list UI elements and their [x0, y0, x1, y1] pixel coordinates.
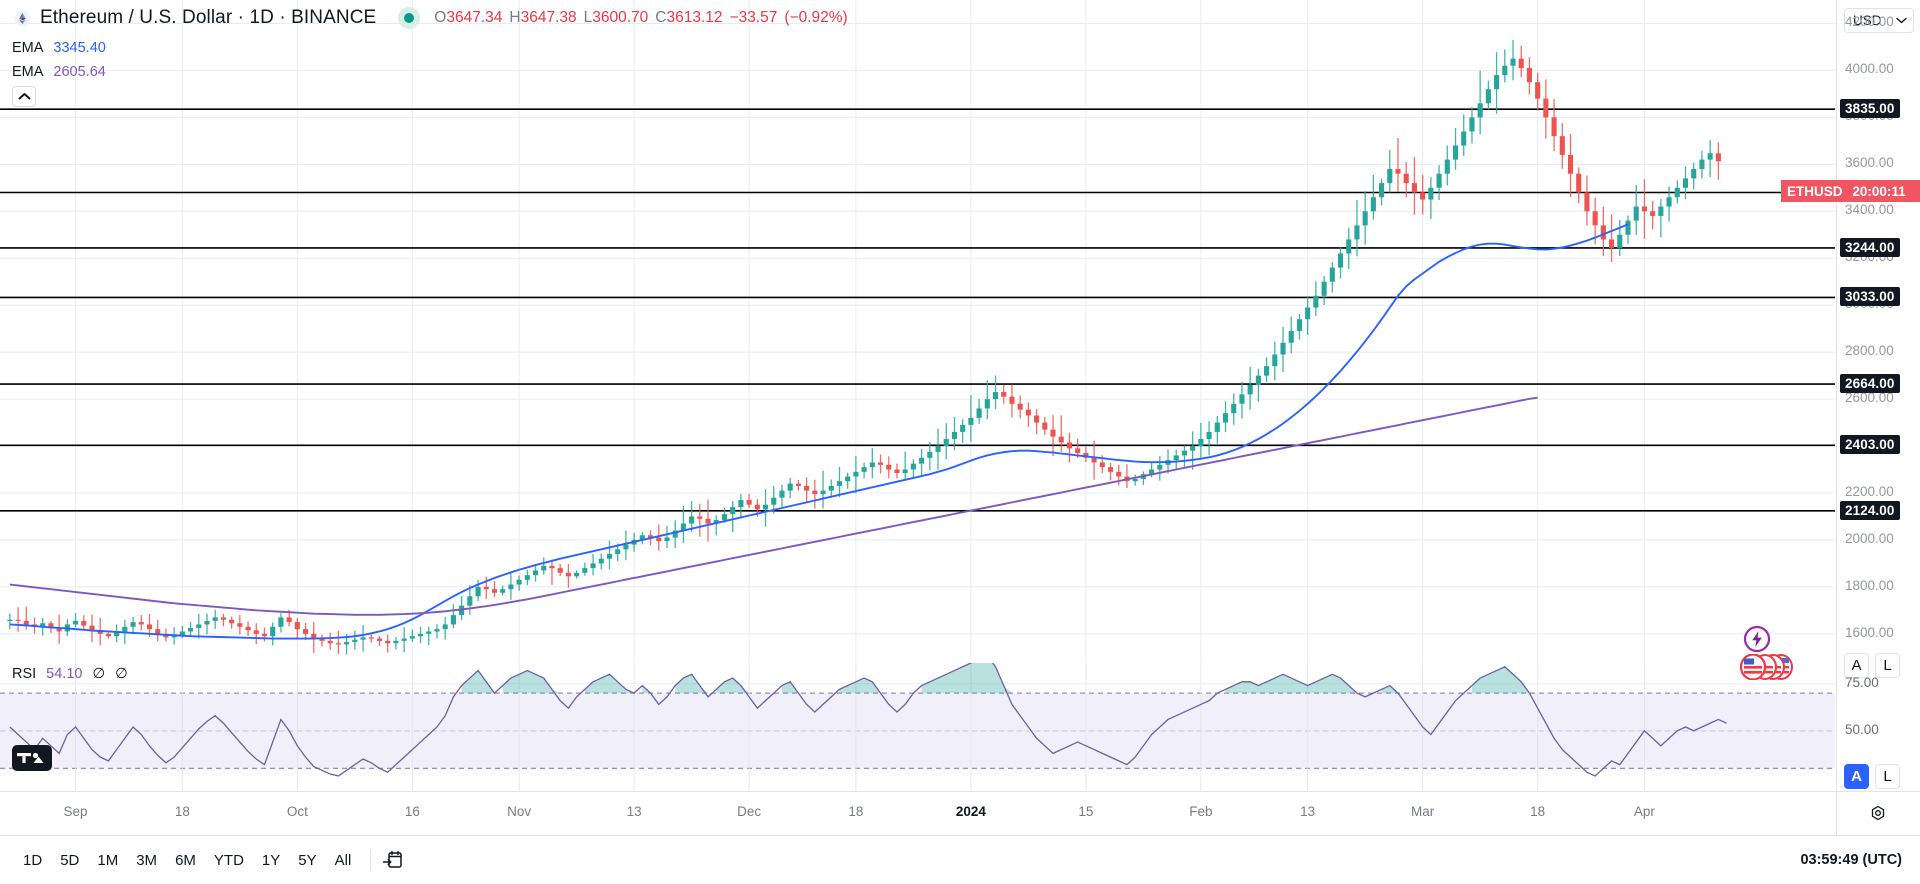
- range-button-ytd[interactable]: YTD: [213, 851, 244, 869]
- price-auto-scale-button[interactable]: A: [1844, 653, 1869, 678]
- rsi-tick-50: 50.00: [1845, 721, 1879, 737]
- tradingview-logo[interactable]: [12, 745, 52, 771]
- price-tick-1600: 1600.00: [1845, 624, 1894, 640]
- price-level-tag-3244.00[interactable]: 3244.00: [1840, 237, 1900, 257]
- price-level-tag-3033.00[interactable]: 3033.00: [1840, 287, 1900, 307]
- time-label-13: 13: [626, 804, 642, 819]
- live-symbol-tag[interactable]: ETHUSD: [1781, 180, 1849, 202]
- range-button-all[interactable]: All: [334, 851, 352, 869]
- calendar-goto-icon: [383, 850, 403, 868]
- lightning-bolt-icon: [1743, 625, 1771, 653]
- time-label-Feb: Feb: [1189, 804, 1213, 819]
- toolbar-divider: [370, 849, 372, 871]
- price-tick-2800: 2800.00: [1845, 343, 1894, 359]
- rsi-legend[interactable]: RSI 54.10 ∅ ∅: [0, 662, 138, 686]
- price-tick-3400: 3400.00: [1845, 202, 1894, 218]
- price-level-tag-2403.00[interactable]: 2403.00: [1840, 435, 1900, 455]
- price-level-tag-2124.00[interactable]: 2124.00: [1840, 500, 1900, 520]
- price-tick-3600: 3600.00: [1845, 155, 1894, 171]
- live-symbol-text: ETHUSD: [1787, 183, 1843, 199]
- live-countdown-text: 20:00:11: [1852, 183, 1906, 199]
- rsi-log-scale-button[interactable]: L: [1875, 764, 1900, 789]
- range-button-6m[interactable]: 6M: [175, 851, 196, 869]
- price-level-tag-3835.00[interactable]: 3835.00: [1840, 99, 1900, 119]
- time-label-13: 13: [1300, 804, 1316, 819]
- date-range-buttons: 1D 5D 1M 3M 6M YTD 1Y 5Y All: [0, 848, 360, 873]
- live-price-countdown-tag[interactable]: 20:00:11: [1837, 180, 1920, 202]
- price-tick-2000: 2000.00: [1845, 530, 1894, 546]
- rsi-auto-scale-button[interactable]: A: [1844, 764, 1869, 789]
- usd-coins-icon: [1739, 653, 1793, 681]
- price-tick-4200: 4200.00: [1845, 14, 1894, 30]
- price-tick-1800: 1800.00: [1845, 577, 1894, 593]
- chevron-up-icon: [18, 93, 30, 100]
- range-button-5d[interactable]: 5D: [60, 851, 80, 869]
- rsi-extra-1: ∅: [92, 666, 106, 682]
- range-button-1y[interactable]: 1Y: [261, 851, 281, 869]
- time-scale-divider: [1836, 792, 1837, 835]
- rsi-tick-75: 75.00: [1845, 674, 1879, 690]
- time-label-15: 15: [1078, 804, 1094, 819]
- time-scale[interactable]: Sep 18 Oct 16 Nov 13 Dec 18 2024 15 Feb 13 Mar 18 Apr: [0, 791, 1920, 835]
- lightning-badge[interactable]: [1743, 625, 1771, 658]
- price-level-tag-2664.00[interactable]: 2664.00: [1840, 374, 1900, 394]
- rsi-scale-mode-buttons: A L: [1844, 764, 1900, 789]
- time-label-Nov: Nov: [507, 804, 532, 819]
- price-tick-2200: 2200.00: [1845, 483, 1894, 499]
- bottom-toolbar: 1D 5D 1M 3M 6M YTD 1Y 5Y All 03:59:49 (UTC): [0, 835, 1920, 884]
- price-scale-mode-buttons: A L: [1844, 653, 1900, 678]
- usd-coins-badge[interactable]: [1737, 653, 1797, 685]
- time-label-Mar: Mar: [1411, 804, 1435, 819]
- rsi-extra-2: ∅: [115, 666, 128, 682]
- tradingview-logo-icon: [12, 745, 52, 771]
- time-label-18: 18: [174, 804, 190, 819]
- range-button-1m[interactable]: 1M: [97, 851, 119, 869]
- rsi-label: RSI: [12, 666, 37, 682]
- goto-date-button[interactable]: [381, 848, 405, 872]
- time-label-16: 16: [404, 804, 420, 819]
- rsi-pane[interactable]: [0, 663, 1835, 791]
- range-button-5y[interactable]: 5Y: [298, 851, 317, 869]
- price-chart-canvas: [0, 0, 1835, 662]
- currency-selector[interactable]: USD: [1844, 8, 1914, 33]
- currency-label: USD: [1853, 13, 1882, 28]
- main-price-pane[interactable]: [0, 0, 1835, 662]
- chevron-down-icon: [1896, 17, 1907, 24]
- gear-icon: [1871, 805, 1885, 821]
- time-label-Apr: Apr: [1633, 804, 1655, 819]
- time-label-18: 18: [848, 804, 864, 819]
- chart-settings-button[interactable]: [1867, 802, 1889, 824]
- price-tick-4000: 4000.00: [1845, 61, 1894, 77]
- time-label-Dec: Dec: [737, 804, 762, 819]
- collapse-legend-button[interactable]: [12, 86, 36, 107]
- time-label-Sep: Sep: [63, 804, 88, 819]
- time-label-2024: 2024: [955, 804, 986, 819]
- rsi-value: 54.10: [46, 666, 83, 682]
- time-label-Oct: Oct: [286, 804, 308, 819]
- range-button-1d[interactable]: 1D: [23, 851, 43, 869]
- price-scale[interactable]: USD 1600.001800.002000.002200.002400.002…: [1836, 0, 1920, 791]
- utc-clock: 03:59:49 (UTC): [1800, 852, 1902, 868]
- rsi-chart-canvas: [0, 663, 1835, 791]
- price-log-scale-button[interactable]: L: [1875, 653, 1900, 678]
- price-tick-2600: 2600.00: [1845, 390, 1894, 406]
- range-button-3m[interactable]: 3M: [136, 851, 158, 869]
- time-label-18: 18: [1530, 804, 1546, 819]
